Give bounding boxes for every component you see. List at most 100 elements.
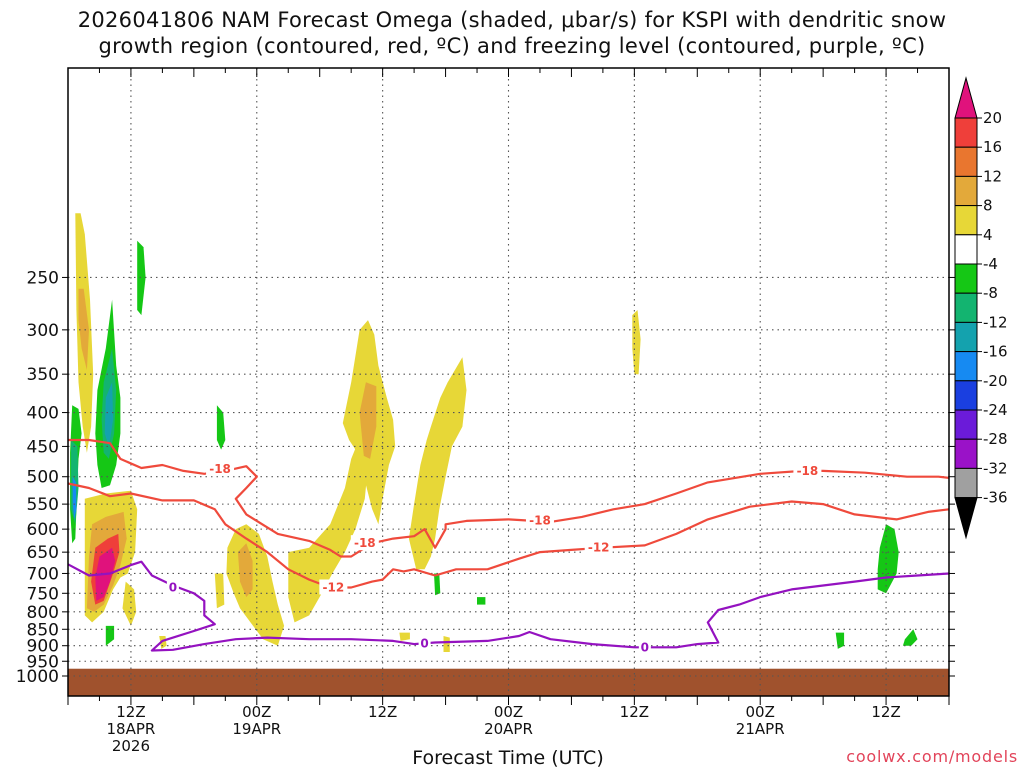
ytick-label-700: 700 — [27, 564, 59, 584]
colorbar-label-6: -8 — [983, 284, 998, 302]
omega-region-30 — [835, 632, 845, 649]
colorbar: 20 16 12 8 4 -4 -8 -12 -16 -20 -24 -28 -32 -36 — [954, 76, 1008, 540]
contour-label-0: -18 — [209, 462, 231, 476]
ytick-label-500: 500 — [27, 468, 59, 488]
colorbar-arrow-bottom — [954, 497, 978, 540]
omega-region-17 — [632, 310, 641, 375]
contour-label-8: 0 — [641, 640, 649, 654]
colorbar-seg-1 — [954, 146, 978, 177]
contour-label-bg-0 — [206, 461, 235, 477]
colorbar-label-11: -28 — [983, 430, 1008, 448]
colorbar-seg-6 — [954, 292, 978, 323]
contour-line-2 — [68, 560, 949, 652]
colorbar-seg-9 — [954, 380, 978, 411]
contour-label-2: -18 — [529, 513, 551, 527]
ytick-label-550: 550 — [27, 495, 59, 515]
omega-region-24 — [137, 240, 146, 316]
omega-region-26 — [216, 405, 226, 450]
x-axis-title: Forecast Time (UTC) — [412, 747, 603, 768]
contour-label-4: -12 — [323, 580, 345, 594]
xtick-label-66-0: 00Z — [746, 703, 775, 721]
omega-region-11 — [288, 440, 368, 623]
omega-region-14 — [408, 357, 467, 570]
contour-label-3: -18 — [797, 464, 819, 478]
contour-line-1 — [68, 482, 949, 589]
omega-region-15 — [399, 632, 410, 641]
colorbar-label-8: -16 — [983, 343, 1008, 361]
colorbar-label-1: 16 — [983, 138, 1002, 156]
contour-label-6: 0 — [169, 580, 177, 594]
xtick-label-78-0: 12Z — [871, 703, 900, 721]
xtick-label-30-0: 12Z — [368, 703, 397, 721]
contour-label-bg-2 — [525, 512, 554, 528]
omega-region-20 — [72, 476, 77, 520]
colorbar-seg-7 — [954, 321, 978, 353]
xtick-label-6-0: 12Z — [116, 703, 145, 721]
chart-title-line2: growth region (contoured, red, ºC) and f… — [98, 34, 926, 58]
ytick-label-450: 450 — [27, 437, 59, 457]
colorbar-label-5: -4 — [983, 255, 998, 273]
colorbar-label-3: 8 — [983, 197, 993, 215]
colorbar-label-13: -36 — [983, 489, 1008, 507]
contour-label-bg-8 — [638, 639, 651, 655]
xtick-label-18-0: 00Z — [242, 703, 271, 721]
omega-region-8 — [226, 524, 285, 646]
omega-region-25 — [105, 625, 115, 646]
colorbar-seg-8 — [954, 351, 978, 382]
ytick-label-800: 800 — [27, 603, 59, 623]
xtick-label-42-1: 20APR — [484, 720, 533, 738]
ytick-label-850: 850 — [27, 620, 59, 640]
ytick-label-950: 950 — [27, 652, 59, 672]
omega-region-16 — [443, 636, 450, 652]
omega-shading — [70, 213, 918, 652]
contour-label-bg-3 — [793, 462, 822, 478]
contour-label-5: -12 — [588, 541, 610, 555]
omega-region-28 — [477, 597, 486, 605]
ytick-label-750: 750 — [27, 584, 59, 604]
colorbar-label-0: 20 — [983, 109, 1002, 127]
contour-label-bg-1 — [350, 535, 379, 551]
colorbar-seg-2 — [954, 175, 978, 207]
colorbar-label-2: 12 — [983, 167, 1002, 185]
ytick-label-400: 400 — [27, 404, 59, 424]
contour-label-bg-5 — [584, 539, 613, 555]
colorbar-seg-10 — [954, 409, 978, 440]
omega-region-10 — [214, 573, 225, 609]
ytick-label-650: 650 — [27, 543, 59, 563]
xtick-label-42-0: 00Z — [494, 703, 523, 721]
omega-region-13 — [359, 382, 377, 459]
colorbar-label-7: -12 — [983, 313, 1008, 331]
ytick-label-1000: 1000 — [16, 667, 59, 687]
colorbar-label-10: -24 — [983, 401, 1008, 419]
contour-line-0 — [68, 438, 949, 558]
ytick-label-300: 300 — [27, 321, 59, 341]
colorbar-seg-5 — [954, 263, 978, 294]
y-axis: 2503003504004505005506006507007508008509… — [16, 268, 955, 687]
credit-text: coolwx.com/models — [846, 747, 1018, 766]
contour-label-1: -18 — [354, 536, 376, 550]
omega-region-27 — [434, 573, 441, 596]
grid-lines — [68, 68, 949, 696]
xtick-label-6-1: 18APR — [107, 720, 156, 738]
omega-region-29 — [877, 524, 899, 594]
omega-region-31 — [902, 629, 918, 646]
contour-label-7: 0 — [420, 636, 428, 650]
omega-region-9 — [237, 543, 253, 598]
colorbar-label-12: -32 — [983, 459, 1008, 477]
colorbar-arrow-top — [954, 76, 978, 119]
colorbar-label-4: 4 — [983, 226, 993, 244]
colorbar-seg-4 — [954, 234, 978, 265]
colorbar-seg-3 — [954, 205, 978, 236]
contour-label-bg-7 — [418, 635, 431, 651]
colorbar-seg-12 — [954, 467, 978, 499]
xtick-label-18-1: 19APR — [232, 720, 281, 738]
omega-region-6 — [122, 581, 137, 626]
colorbar-seg-0 — [954, 117, 978, 148]
omega-region-1 — [78, 288, 89, 370]
xtick-label-66-1: 21APR — [736, 720, 785, 738]
ytick-label-250: 250 — [27, 268, 59, 288]
xtick-label-6-2: 2026 — [112, 737, 150, 755]
omega-region-23 — [104, 382, 114, 447]
